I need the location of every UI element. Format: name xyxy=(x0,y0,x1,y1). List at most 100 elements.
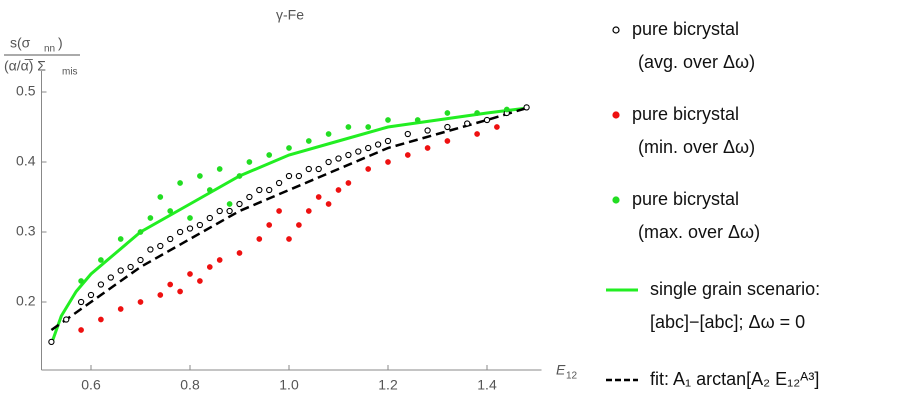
point xyxy=(147,215,154,221)
y-tick-label: 0.5 xyxy=(16,83,36,99)
point xyxy=(167,235,174,243)
legend-label: (avg. over Δω) xyxy=(638,52,755,72)
point xyxy=(266,152,273,158)
point xyxy=(186,225,194,232)
point xyxy=(197,173,203,179)
point xyxy=(236,173,243,179)
point xyxy=(107,274,114,281)
point xyxy=(246,193,253,201)
point xyxy=(117,267,124,274)
point xyxy=(286,236,292,242)
point xyxy=(87,291,95,299)
point xyxy=(48,338,55,346)
point xyxy=(335,187,342,193)
point xyxy=(246,159,253,165)
legend-label: (max. over Δω) xyxy=(638,222,760,242)
point xyxy=(325,201,332,207)
point xyxy=(424,145,431,151)
point xyxy=(414,117,421,123)
x-tick-label: 1.0 xyxy=(279,377,299,393)
point xyxy=(137,299,144,305)
legend-marker xyxy=(612,196,620,204)
point xyxy=(177,180,183,186)
point xyxy=(404,130,411,138)
x-tick-label: 0.6 xyxy=(81,377,101,393)
point xyxy=(286,145,292,151)
y-label-part: nn xyxy=(44,44,55,55)
point xyxy=(285,172,293,180)
point xyxy=(236,250,243,256)
point xyxy=(167,281,174,288)
point xyxy=(474,131,480,137)
point xyxy=(137,256,144,264)
point xyxy=(78,327,84,333)
point xyxy=(236,200,243,208)
x-tick-label: 0.8 xyxy=(180,377,200,393)
point xyxy=(137,229,144,235)
y-tick-label: 0.3 xyxy=(16,223,36,239)
point xyxy=(117,306,124,312)
point xyxy=(256,186,263,194)
point xyxy=(365,166,372,172)
point xyxy=(494,124,500,130)
point xyxy=(404,152,411,158)
point xyxy=(325,131,332,137)
point xyxy=(345,180,352,186)
point xyxy=(276,208,282,214)
point xyxy=(216,166,223,172)
point xyxy=(385,117,391,123)
point xyxy=(78,278,84,284)
point xyxy=(147,246,154,253)
point xyxy=(305,138,312,144)
y-label-part: ) xyxy=(58,35,63,51)
x-tick-label: 1.2 xyxy=(378,377,398,393)
x-tick-label: 1.4 xyxy=(477,377,497,393)
legend-label: pure bicrystal xyxy=(632,19,739,39)
legend-label: single grain scenario: xyxy=(650,279,820,299)
point xyxy=(226,201,233,207)
x-label-part: 12 xyxy=(566,371,578,382)
legend-label: [abc]−[abc]; Δω = 0 xyxy=(650,312,805,332)
point xyxy=(266,186,273,194)
point xyxy=(98,257,104,263)
legend-marker xyxy=(612,111,620,119)
point xyxy=(167,208,174,214)
point xyxy=(385,159,391,165)
x-axis-label: E 12 xyxy=(556,362,578,382)
point xyxy=(325,158,332,166)
y-tick-label: 0.4 xyxy=(16,153,36,169)
point xyxy=(216,257,223,263)
point xyxy=(157,194,164,200)
point xyxy=(474,110,480,116)
point xyxy=(197,278,203,284)
point xyxy=(226,207,233,215)
point xyxy=(523,104,530,111)
point xyxy=(216,207,223,215)
point xyxy=(345,124,352,130)
point xyxy=(176,228,184,236)
point xyxy=(206,264,213,270)
point xyxy=(444,138,451,144)
y-tick-label: 0.2 xyxy=(16,293,36,309)
point xyxy=(345,151,352,159)
y-label-part: mis xyxy=(62,67,78,78)
x-label-part: E xyxy=(556,362,566,378)
point xyxy=(315,194,322,200)
point xyxy=(117,236,124,242)
point xyxy=(256,236,263,242)
point xyxy=(374,141,382,148)
point xyxy=(98,316,104,323)
point xyxy=(365,144,372,152)
point xyxy=(503,106,510,113)
point xyxy=(444,123,451,131)
point xyxy=(206,214,213,222)
point xyxy=(305,165,312,173)
y-axis-label: s(σ nn ) (α/α̅) Σ mis xyxy=(4,35,80,78)
point xyxy=(187,271,193,277)
legend-label: pure bicrystal xyxy=(632,189,739,209)
legend-marker xyxy=(612,26,620,34)
point xyxy=(483,116,491,124)
y-label-part: (α/α̅) Σ xyxy=(4,58,46,74)
point xyxy=(275,179,283,187)
